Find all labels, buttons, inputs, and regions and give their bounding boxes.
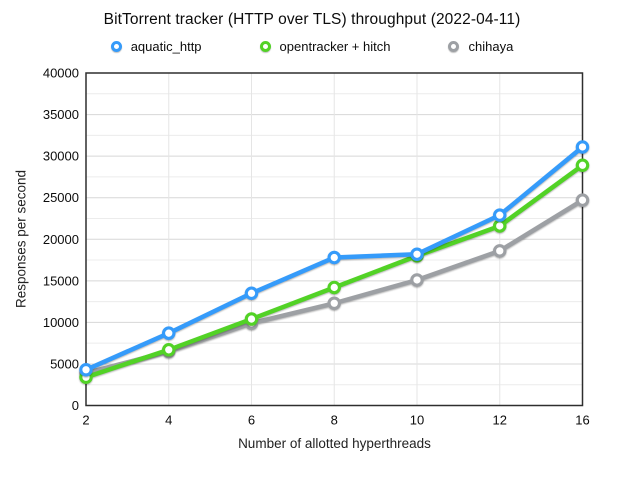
data-point-aquatic_http-4 bbox=[162, 326, 176, 340]
legend-label: aquatic_http bbox=[130, 39, 202, 54]
data-point-opentracker + hitch-6 bbox=[244, 312, 259, 326]
y-tick-label: 5000 bbox=[50, 356, 79, 371]
x-tick-label: 8 bbox=[331, 413, 338, 428]
legend-marker-icon bbox=[259, 41, 271, 52]
data-point-aquatic_http-10 bbox=[410, 247, 424, 261]
series-aquatic_http bbox=[79, 140, 590, 377]
legend-label: opentracker + hitch bbox=[279, 39, 391, 54]
x-tick-label: 10 bbox=[410, 413, 424, 428]
data-point-chihaya-12 bbox=[492, 244, 507, 258]
y-tick-label: 10000 bbox=[43, 315, 79, 330]
legend-marker-icon bbox=[110, 41, 122, 52]
x-tick-label: 4 bbox=[165, 413, 172, 428]
data-point-aquatic_http-8 bbox=[327, 250, 341, 265]
x-tick-label: 2 bbox=[82, 413, 89, 428]
plot-border bbox=[85, 72, 584, 407]
data-point-opentracker + hitch-8 bbox=[327, 280, 341, 295]
data-point-opentracker + hitch-4 bbox=[162, 343, 176, 357]
y-tick-label: 20000 bbox=[43, 232, 79, 247]
x-axis-title: Number of allotted hyperthreads bbox=[238, 436, 431, 451]
y-tick-label: 15000 bbox=[43, 273, 79, 288]
data-point-opentracker + hitch-12 bbox=[492, 219, 507, 233]
data-point-chihaya-8 bbox=[327, 296, 341, 311]
chart-title: BitTorrent tracker (HTTP over TLS) throu… bbox=[103, 11, 521, 28]
y-tick-label: 35000 bbox=[43, 107, 79, 122]
y-tick-label: 25000 bbox=[43, 190, 79, 205]
legend-item-chihaya: chihaya bbox=[448, 39, 513, 54]
x-tick-label: 6 bbox=[248, 413, 255, 428]
legend: aquatic_http opentracker + hitch chihaya bbox=[0, 39, 624, 54]
data-point-aquatic_http-6 bbox=[244, 286, 259, 301]
legend-marker-icon bbox=[448, 41, 460, 52]
y-tick-label: 0 bbox=[72, 398, 79, 413]
data-point-aquatic_http-2 bbox=[79, 363, 93, 377]
legend-item-aquatic_http: aquatic_http bbox=[110, 39, 202, 54]
data-point-chihaya-16 bbox=[575, 193, 590, 207]
y-tick-label: 30000 bbox=[43, 149, 79, 164]
legend-label: chihaya bbox=[468, 39, 514, 54]
data-point-aquatic_http-12 bbox=[492, 208, 507, 222]
y-tick-label: 40000 bbox=[43, 66, 79, 81]
data-point-chihaya-10 bbox=[410, 273, 424, 287]
data-point-opentracker + hitch-16 bbox=[575, 158, 590, 173]
x-tick-label: 12 bbox=[493, 413, 507, 428]
legend-item-opentracker-hitch: opentracker + hitch bbox=[259, 39, 391, 54]
data-point-aquatic_http-16 bbox=[575, 140, 590, 154]
x-tick-label: 16 bbox=[575, 413, 589, 428]
